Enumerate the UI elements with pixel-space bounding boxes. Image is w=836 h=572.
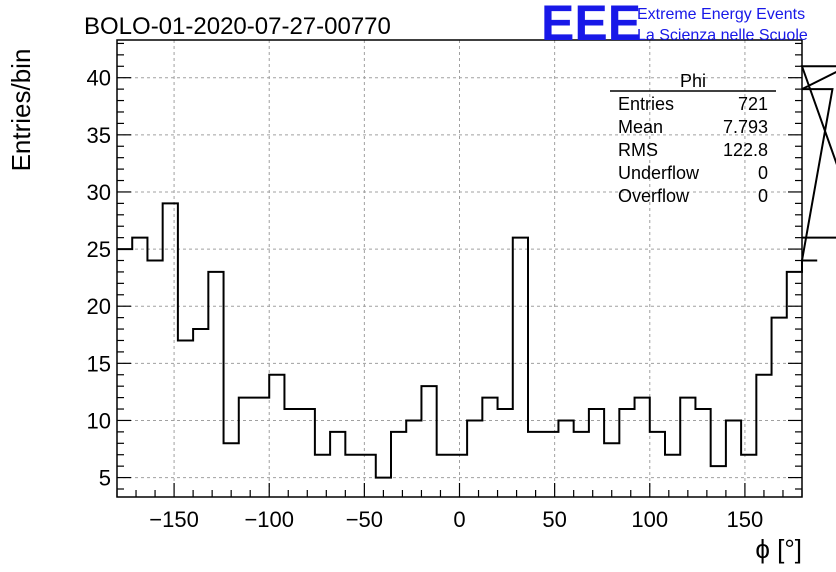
chart-title: BOLO-01-2020-07-27-00770 [84,13,391,40]
x-axis-title: ϕ [°] [755,534,802,564]
histogram-bin [300,409,315,497]
histogram-bin [482,398,497,497]
histogram-bin [437,455,452,497]
histogram-outline [117,65,836,479]
y-axis-title: Entries/bin [6,49,36,172]
histogram-bin [361,455,376,497]
histogram-bin [695,409,710,497]
stats-value-mean: 7.793 [723,117,768,137]
histogram-bin [117,249,132,497]
x-tick-label: −150 [149,507,199,532]
histogram-bin [239,398,254,497]
y-tick-label: 30 [87,180,111,205]
histogram-bin [315,455,330,497]
histogram-bin [741,455,756,497]
histogram-bin [208,272,223,497]
stats-label-mean: Mean [618,117,663,137]
histogram-bin [406,420,421,497]
logo-line2: La Scienza nelle Scuole [637,27,808,44]
axis-ticks [116,42,803,497]
histogram-bin [284,409,299,497]
histogram-bin [589,409,604,497]
y-tick-label: 5 [99,466,111,491]
histogram-bin [543,432,558,497]
histogram-bin [528,432,543,497]
y-tick-label: 40 [87,66,111,91]
histogram-bin [711,466,726,497]
histogram-bin [680,398,695,497]
histogram-bin [224,443,239,497]
x-tick-label: 50 [542,507,566,532]
stats-value-entries: 721 [738,94,768,114]
histogram-bin [132,238,147,497]
histogram-bin [330,432,345,497]
stats-value-overflow: 0 [758,186,768,206]
histogram-bin [178,340,193,497]
histogram-bin [665,455,680,497]
histogram-bin [498,409,513,497]
histogram-bin [421,386,436,497]
histogram-bin [513,238,528,497]
histogram-bin [269,375,284,497]
x-tick-label: 100 [631,507,668,532]
histogram-bin [635,398,650,497]
histogram-bin [467,420,482,497]
y-tick-label: 10 [87,408,111,433]
y-tick-label: 35 [87,123,111,148]
stats-label-underflow: Underflow [618,163,700,183]
stats-label-rms: RMS [618,140,658,160]
histogram-bin [254,398,269,497]
x-tick-label: 0 [453,507,465,532]
x-tick-label: −50 [346,507,383,532]
histogram-bin [163,203,178,497]
logo-mark: EEE [541,0,641,51]
histogram-bin [604,443,619,497]
stats-value-underflow: 0 [758,163,768,183]
y-tick-label: 20 [87,294,111,319]
tick-labels: −150 −100 −50 0 50 100 150 5 10 15 20 25 30 35 40 [87,66,764,532]
histogram-bin [574,432,589,497]
grid [117,40,802,497]
histogram-bin [772,318,787,497]
histogram-bin [619,409,634,497]
histogram-bin [650,432,665,497]
histogram-bin [391,432,406,497]
x-tick-label: −100 [244,507,294,532]
histogram-bin [756,375,771,497]
x-tick-label: 150 [727,507,764,532]
logo-line1: Extreme Energy Events [637,6,805,23]
y-tick-label: 15 [87,351,111,376]
histogram-bin [147,261,162,497]
histogram-bin [345,455,360,497]
stats-value-rms: 122.8 [723,140,768,160]
stats-label-entries: Entries [618,94,674,114]
stats-box: Phi Entries 721 Mean 7.793 RMS 122.8 Und… [610,71,776,206]
histogram-bin [558,420,573,497]
eee-logo: EEE Extreme Energy Events La Scienza nel… [541,0,808,51]
histogram-series [117,65,836,497]
stats-title: Phi [680,71,706,91]
histogram-bin [193,329,208,497]
stats-label-overflow: Overflow [618,186,690,206]
histogram-bin [726,420,741,497]
y-tick-label: 25 [87,237,111,262]
